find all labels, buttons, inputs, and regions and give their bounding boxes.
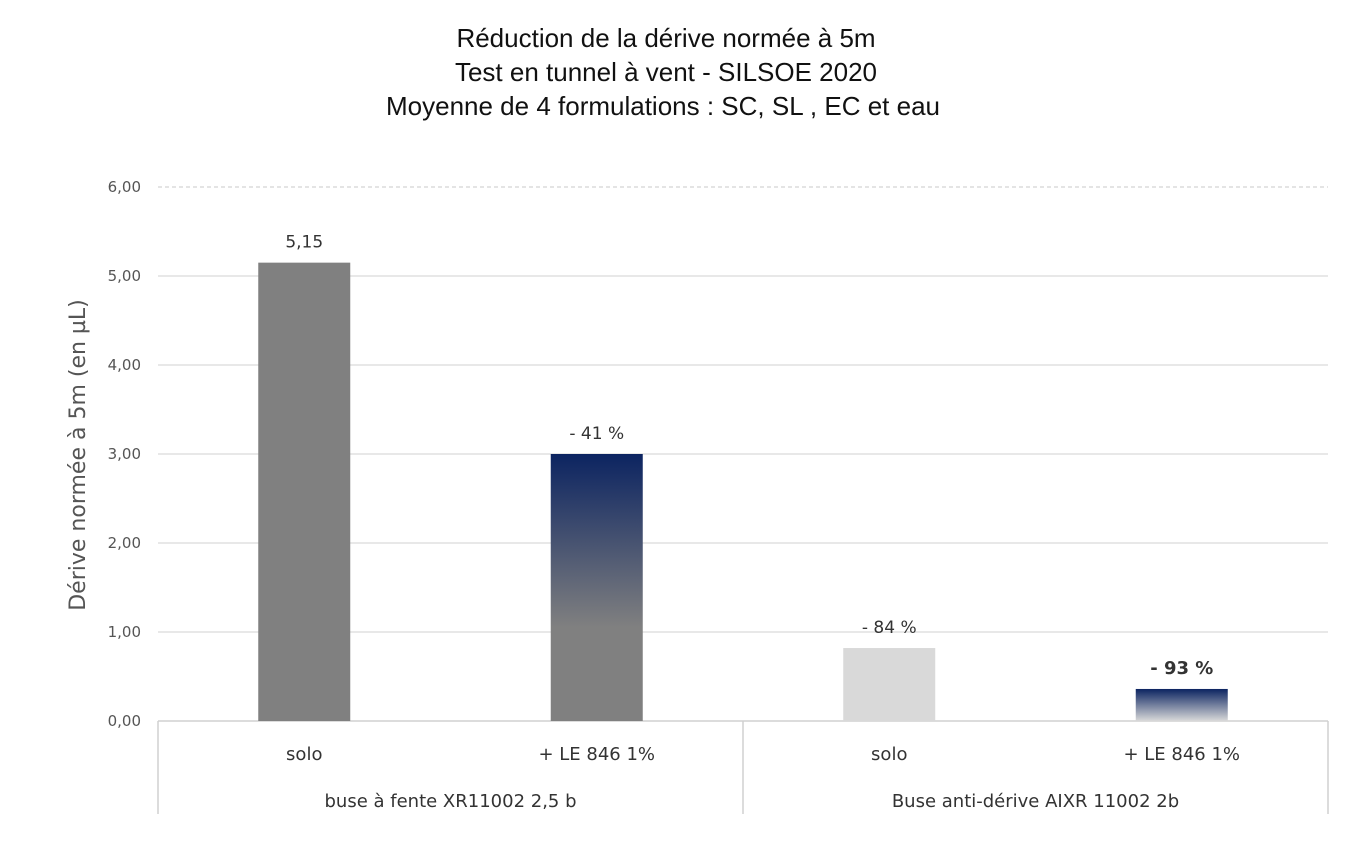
- bar: [550, 454, 643, 721]
- chart-title: Réduction de la dérive normée à 5m Test …: [386, 23, 940, 121]
- y-tick-label: 3,00: [108, 445, 141, 463]
- chart-title-line-3: Moyenne de 4 formulations : SC, SL , EC …: [386, 91, 940, 121]
- category-labels: solo + LE 846 1% solo + LE 846 1%: [286, 744, 1240, 765]
- y-tick-label: 2,00: [108, 534, 141, 552]
- group-label: buse à fente XR11002 2,5 b: [324, 791, 576, 812]
- bar: [258, 262, 351, 721]
- bars: [258, 262, 1228, 721]
- axis-lines: [157, 720, 1329, 814]
- category-label: solo: [871, 744, 907, 765]
- y-tick-label: 1,00: [108, 623, 141, 641]
- category-label: + LE 846 1%: [1123, 744, 1240, 765]
- bar-data-label: 5,15: [285, 233, 323, 253]
- bar-data-label: - 84 %: [862, 618, 917, 638]
- y-axis-ticks: 0,00 1,00 2,00 3,00 4,00 5,00 6,00: [108, 178, 141, 730]
- data-labels: 5,15 - 41 % - 84 % - 93 %: [285, 233, 1213, 679]
- gridlines: [158, 186, 1328, 633]
- y-axis-title: Dérive normée à 5m (en µL): [66, 299, 91, 611]
- y-tick-label: 4,00: [108, 356, 141, 374]
- bar-data-label: - 93 %: [1150, 658, 1213, 679]
- group-label: Buse anti-dérive AIXR 11002 2b: [892, 791, 1179, 812]
- bar-data-label: - 41 %: [569, 424, 624, 444]
- y-tick-label: 0,00: [108, 712, 141, 730]
- chart-title-line-1: Réduction de la dérive normée à 5m: [456, 23, 875, 53]
- bar: [843, 648, 936, 721]
- group-labels: buse à fente XR11002 2,5 b Buse anti-déri…: [324, 791, 1179, 812]
- category-label: + LE 846 1%: [538, 744, 655, 765]
- bar: [1135, 688, 1228, 721]
- chart-title-line-2: Test en tunnel à vent - SILSOE 2020: [455, 57, 877, 87]
- y-tick-label: 6,00: [108, 178, 141, 196]
- y-tick-label: 5,00: [108, 267, 141, 285]
- category-label: solo: [286, 744, 322, 765]
